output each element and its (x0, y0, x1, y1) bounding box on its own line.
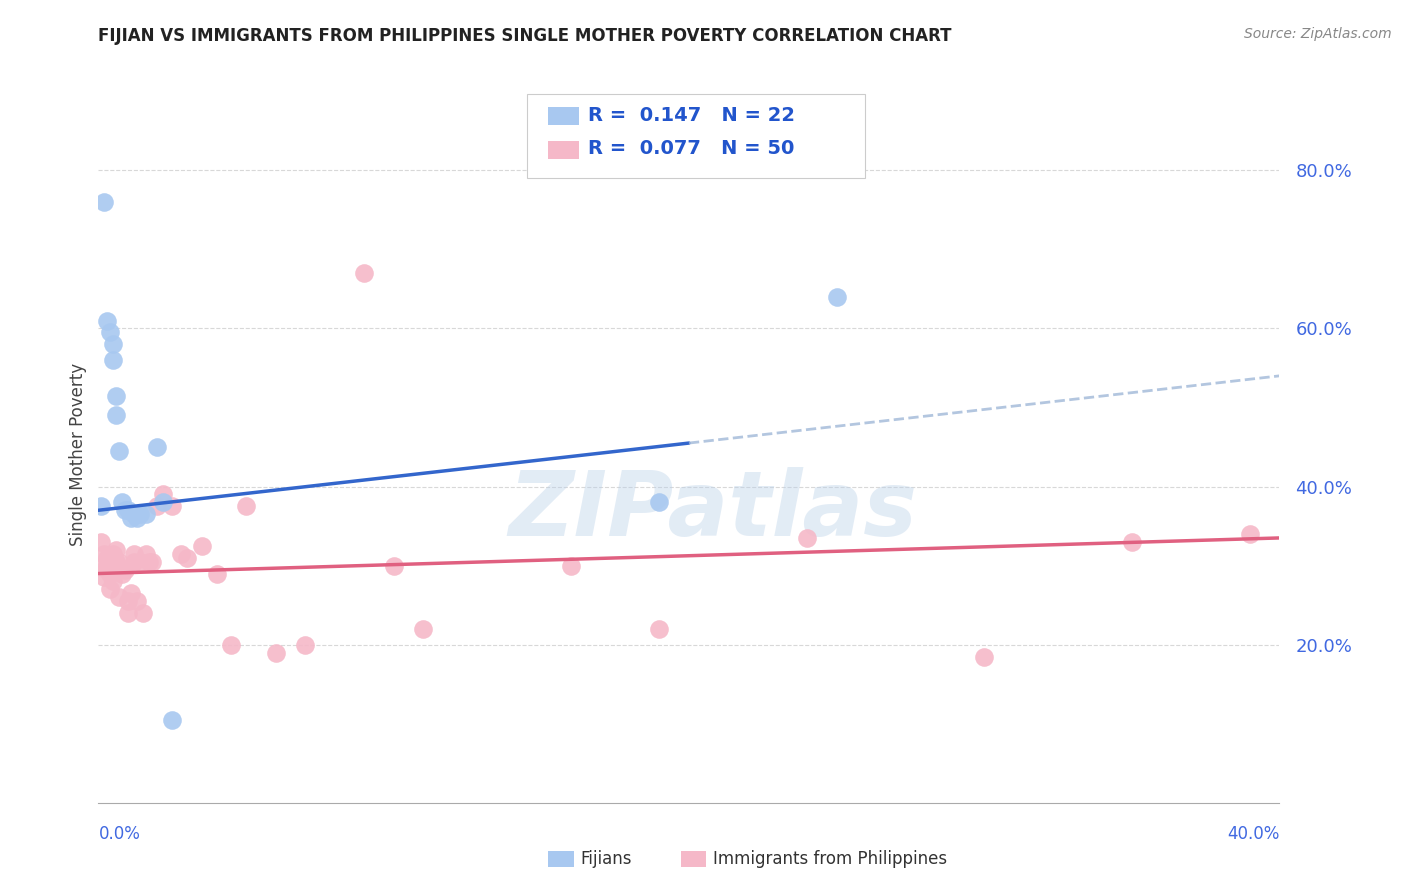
Point (973, 649, 995, 664)
Point (105, 555, 128, 569)
Point (122, 555, 145, 569)
Point (93, 194, 115, 209)
Point (117, 606, 139, 620)
Point (191, 539, 214, 553)
Point (146, 440, 169, 454)
Point (120, 511, 142, 525)
Point (170, 547, 193, 561)
Point (1239, 527, 1261, 541)
Point (141, 555, 163, 569)
Point (103, 563, 125, 577)
Point (117, 503, 139, 517)
Point (98, 555, 121, 569)
Point (90, 534, 112, 549)
Point (93, 547, 115, 561)
Point (412, 622, 434, 636)
Point (108, 555, 131, 569)
Point (235, 500, 257, 514)
Point (648, 495, 671, 509)
Point (162, 500, 183, 514)
Point (1121, 534, 1143, 549)
Point (108, 444, 131, 458)
Point (96, 313, 118, 327)
Point (105, 389, 128, 403)
Point (264, 646, 287, 660)
Text: Source: ZipAtlas.com: Source: ZipAtlas.com (1244, 27, 1392, 41)
Point (96, 563, 118, 577)
Point (103, 353, 125, 368)
Point (98, 566, 121, 581)
Point (103, 337, 125, 351)
Point (205, 566, 228, 581)
Point (382, 558, 405, 573)
Point (122, 547, 145, 561)
Point (103, 574, 125, 589)
Point (162, 713, 183, 727)
Point (114, 503, 136, 517)
Point (98, 582, 121, 597)
Point (103, 547, 125, 561)
Y-axis label: Single Mother Poverty: Single Mother Poverty (69, 363, 87, 547)
Point (135, 507, 157, 521)
Point (111, 495, 134, 509)
Text: Fijians: Fijians (581, 850, 633, 868)
Text: FIJIAN VS IMMIGRANTS FROM PHILIPPINES SINGLE MOTHER POVERTY CORRELATION CHART: FIJIAN VS IMMIGRANTS FROM PHILIPPINES SI… (98, 27, 952, 45)
Point (152, 487, 174, 501)
Point (128, 507, 150, 521)
Point (176, 550, 198, 565)
Point (125, 511, 148, 525)
Text: 0.0%: 0.0% (98, 825, 141, 843)
Point (90, 558, 112, 573)
Text: ZIPatlas: ZIPatlas (508, 467, 917, 555)
Point (96, 550, 118, 565)
Point (90, 500, 112, 514)
Text: 40.0%: 40.0% (1227, 825, 1279, 843)
Point (648, 622, 671, 636)
Point (219, 638, 242, 652)
Point (132, 606, 155, 620)
Point (111, 566, 134, 581)
Point (105, 409, 128, 423)
Point (128, 555, 150, 569)
Point (146, 500, 169, 514)
Point (114, 563, 136, 577)
Point (98, 326, 121, 340)
Point (353, 266, 375, 280)
Point (825, 290, 848, 304)
Point (138, 555, 160, 569)
Point (560, 558, 582, 573)
Point (135, 547, 157, 561)
Point (108, 591, 131, 605)
Text: R =  0.077   N = 50: R = 0.077 N = 50 (588, 139, 794, 159)
Point (105, 542, 128, 557)
Point (125, 594, 148, 608)
Point (93, 570, 115, 584)
Text: Immigrants from Philippines: Immigrants from Philippines (713, 850, 948, 868)
Point (96, 558, 118, 573)
Point (294, 638, 316, 652)
Text: R =  0.147   N = 22: R = 0.147 N = 22 (588, 105, 794, 125)
Point (796, 531, 818, 545)
Point (117, 594, 139, 608)
Point (152, 495, 174, 509)
Point (120, 586, 142, 600)
Point (122, 507, 145, 521)
